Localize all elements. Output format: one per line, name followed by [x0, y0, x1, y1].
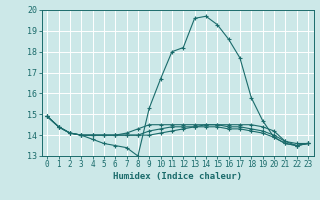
X-axis label: Humidex (Indice chaleur): Humidex (Indice chaleur) — [113, 172, 242, 181]
